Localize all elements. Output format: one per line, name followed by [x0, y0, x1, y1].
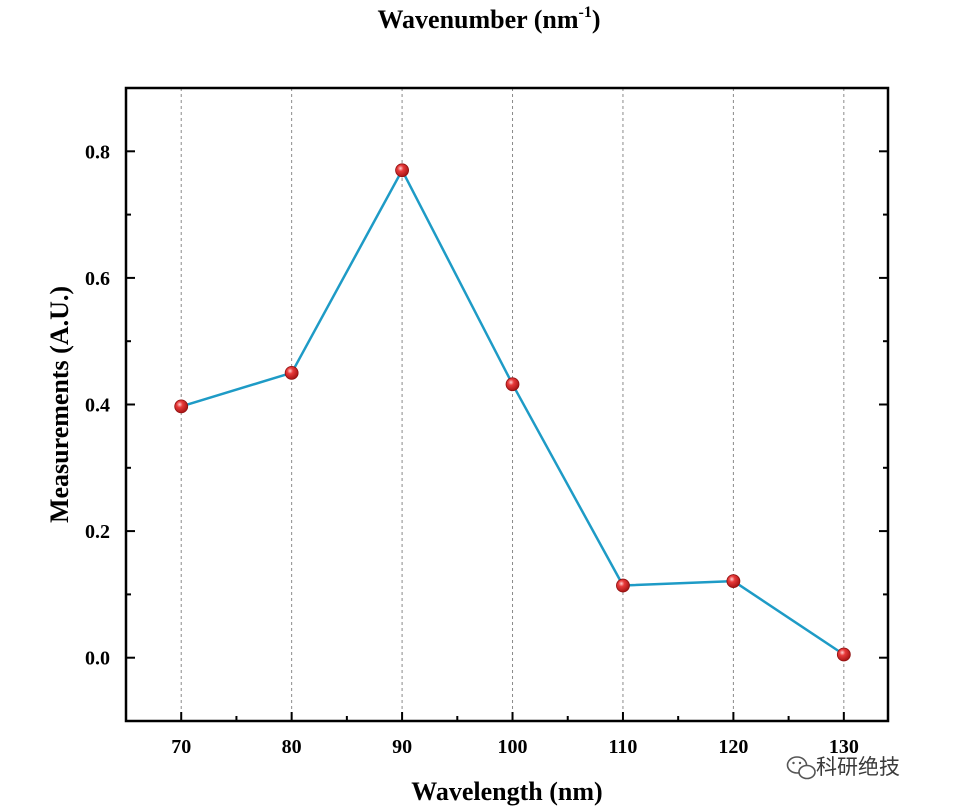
y-tick-label: 0.2 [85, 521, 110, 543]
x-axis-title: Wavelength (nm) [411, 777, 602, 806]
top-axis-title: Wavenumber (nm-1) [377, 4, 600, 34]
plot-frame [124, 86, 890, 723]
y-tick-label: 0.4 [85, 395, 110, 417]
data-point [726, 574, 741, 589]
data-point [174, 399, 189, 414]
data-point [505, 377, 520, 392]
y-tick-label: 0.0 [85, 648, 110, 670]
y-axis-title: Measurements (A.U.) [45, 286, 74, 523]
y-tick-label: 0.8 [85, 141, 110, 163]
x-tick-label: 90 [392, 736, 412, 758]
top-axis-title-close: ) [592, 5, 601, 34]
data-point [616, 578, 630, 593]
axis-ticks [126, 87, 888, 721]
watermark-text: 科研绝技 [816, 755, 900, 779]
data-point [836, 647, 851, 662]
tick-labels: 7080901001101201300.00.20.40.60.80.090.0… [85, 141, 859, 758]
data-point [395, 163, 409, 178]
watermark: 科研绝技 [786, 755, 900, 780]
top-axis-title-superscript: -1 [579, 4, 592, 21]
x-tick-label: 130 [829, 736, 859, 758]
x-tick-label: 110 [609, 736, 638, 758]
y-tick-label: 0.6 [85, 268, 110, 290]
x-tick-label: 120 [718, 736, 748, 758]
wechat-icon [786, 756, 816, 780]
data-point [284, 365, 299, 380]
x-tick-label: 80 [282, 736, 302, 758]
grid-lines [180, 88, 845, 721]
x-tick-label: 100 [498, 736, 528, 758]
top-axis-title-main: Wavenumber (nm [377, 5, 578, 34]
data-series [174, 163, 851, 662]
x-tick-label: 70 [171, 736, 191, 758]
